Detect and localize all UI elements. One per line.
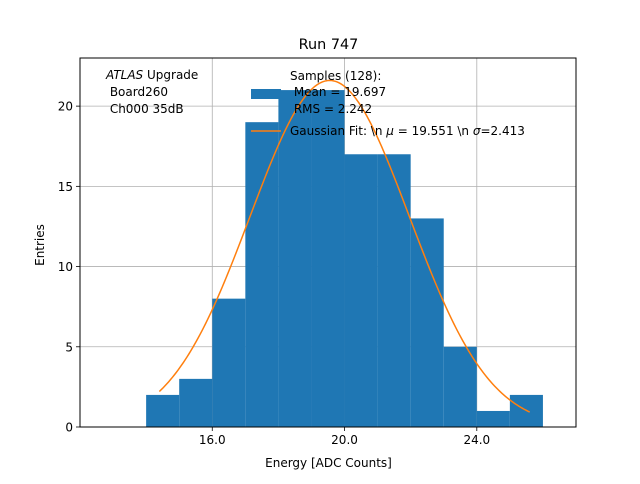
chart-title: Run 747 (299, 37, 359, 53)
atlas-label: ATLAS (105, 68, 144, 82)
legend-fit-mu: μ (385, 124, 394, 138)
y-tick-label-0: 0 (65, 421, 73, 435)
histogram-bar-3 (245, 122, 279, 427)
y-tick-label-1: 5 (65, 340, 73, 354)
histogram-bar-7 (377, 154, 411, 427)
gaussian-fit (158, 79, 531, 413)
histogram-bar-1 (179, 378, 213, 427)
axis-ticks: 16.0 20.0 24.0 0 5 10 15 20 (58, 100, 490, 447)
run-annotation: ATLAS Upgrade Board260 Ch000 35dB (105, 68, 198, 116)
legend-fit-sigma: σ (473, 124, 481, 138)
histogram-bar-10 (476, 410, 510, 427)
histogram-bars (146, 90, 543, 427)
histogram-bar-9 (443, 346, 477, 427)
legend-fit-part-2: = 19.551 \n (394, 124, 473, 138)
y-axis-label: Entries (33, 224, 47, 266)
legend: Samples (128): Mean = 19.697 RMS = 2.242… (251, 69, 525, 138)
legend-fit-label: Gaussian Fit: \n μ = 19.551 \n σ=2.413 (290, 124, 525, 138)
y-tick-label-3: 15 (58, 180, 73, 194)
legend-hist-line-3: RMS = 2.242 (290, 102, 372, 116)
legend-fit-part-1: Gaussian Fit: \n (290, 124, 386, 138)
upgrade-label: Upgrade (143, 68, 198, 82)
y-tick-label-4: 20 (58, 100, 73, 114)
x-axis-label: Energy [ADC Counts] (265, 456, 392, 470)
x-tick-label-1: 20.0 (331, 433, 358, 447)
fit-curve (158, 79, 531, 413)
histogram-bar-4 (278, 90, 312, 427)
annotation-line-2: Board260 (106, 85, 168, 99)
x-tick-label-2: 24.0 (463, 433, 490, 447)
histogram-bar-8 (410, 218, 444, 427)
x-tick-label-0: 16.0 (199, 433, 226, 447)
legend-hist-line-1: Samples (128): (290, 69, 381, 83)
legend-hist-line-2: Mean = 19.697 (290, 85, 386, 99)
histogram-bar-6 (344, 154, 378, 427)
histogram-bar-0 (146, 394, 180, 427)
annotation-line-1: ATLAS Upgrade (105, 68, 198, 82)
legend-fit-part-3: =2.413 (480, 124, 524, 138)
histogram-bar-2 (212, 298, 246, 427)
histogram-bar-5 (311, 90, 345, 427)
plot-frame (79, 57, 577, 428)
legend-hist-swatch (251, 89, 281, 99)
y-tick-label-2: 10 (58, 260, 73, 274)
annotation-line-3: Ch000 35dB (106, 102, 184, 116)
